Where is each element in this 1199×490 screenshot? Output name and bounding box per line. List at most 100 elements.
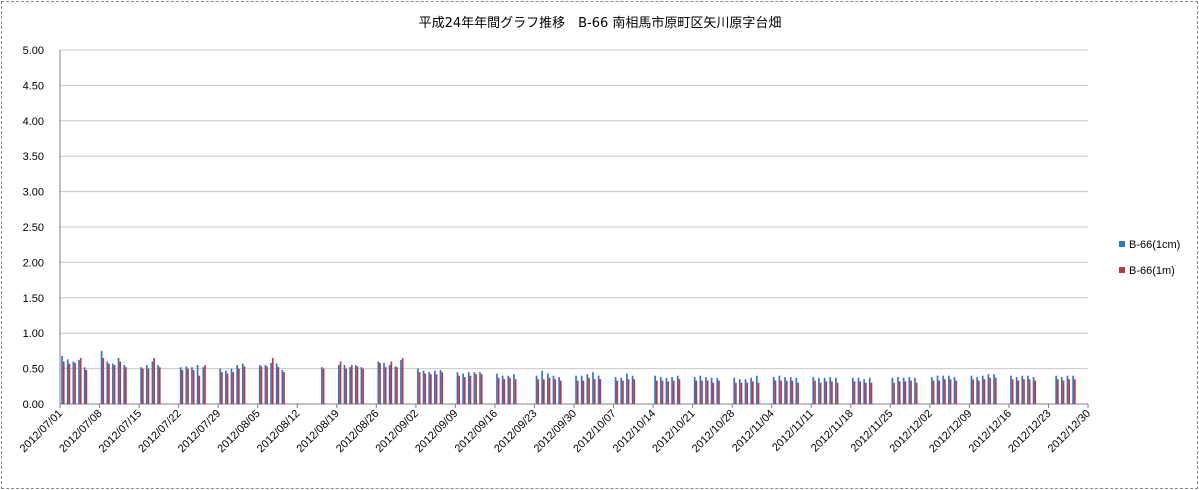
bar-1cm bbox=[456, 372, 459, 404]
bar-1m bbox=[780, 380, 782, 404]
bar-1m bbox=[627, 379, 630, 404]
bar-1cm bbox=[541, 370, 544, 404]
bar-1cm bbox=[693, 377, 696, 404]
bar-1m bbox=[226, 373, 229, 404]
bar-1m bbox=[102, 357, 105, 404]
bar-layer bbox=[61, 350, 1076, 404]
bar-1cm bbox=[614, 377, 617, 404]
bar-1cm bbox=[699, 375, 702, 404]
bar-1m bbox=[1028, 379, 1031, 404]
bar-1cm bbox=[1010, 375, 1012, 404]
bar-1cm bbox=[439, 370, 442, 404]
bar-1m bbox=[543, 379, 545, 404]
bar-1m bbox=[735, 382, 737, 404]
bar-1m bbox=[989, 377, 991, 404]
bar-1m bbox=[283, 372, 285, 404]
bar-1cm bbox=[225, 370, 227, 404]
bar-1m bbox=[740, 382, 743, 404]
bar-1m bbox=[672, 380, 675, 404]
bar-1m bbox=[181, 370, 184, 404]
bar-1cm bbox=[343, 365, 346, 404]
bar-1cm bbox=[1032, 377, 1035, 404]
bar-1cm bbox=[513, 374, 515, 404]
bar-1m bbox=[752, 381, 754, 404]
bar-1cm bbox=[750, 377, 753, 404]
legend-label: B-66(1m) bbox=[1129, 265, 1175, 277]
bar-1cm bbox=[1015, 377, 1018, 404]
bar-1m bbox=[62, 361, 65, 404]
bar-1cm bbox=[151, 361, 154, 404]
bar-1m bbox=[831, 381, 833, 404]
bar-1m bbox=[791, 380, 794, 404]
bar-1cm bbox=[710, 377, 713, 404]
bar-1m bbox=[893, 382, 895, 404]
bar-1cm bbox=[394, 366, 397, 404]
bar-1m bbox=[509, 377, 511, 404]
bar-1m bbox=[322, 368, 325, 404]
y-tick-label: 5.00 bbox=[23, 45, 44, 57]
bar-1cm bbox=[219, 368, 222, 404]
bar-1m bbox=[622, 380, 624, 404]
bar-1cm bbox=[507, 375, 510, 404]
bar-1m bbox=[125, 367, 127, 404]
bar-1cm bbox=[676, 375, 679, 404]
bar-1cm bbox=[626, 373, 628, 404]
bar-1cm bbox=[659, 377, 662, 404]
bar-1cm bbox=[552, 375, 555, 404]
bar-1m bbox=[938, 380, 941, 404]
bar-1cm bbox=[496, 373, 498, 404]
bar-1m bbox=[384, 367, 387, 404]
bar-1cm bbox=[417, 368, 419, 404]
bar-1cm bbox=[66, 359, 69, 404]
bar-1cm bbox=[755, 375, 758, 404]
bar-1cm bbox=[281, 370, 284, 404]
bar-1m bbox=[475, 374, 477, 404]
bar-1cm bbox=[778, 375, 781, 404]
bar-1m bbox=[441, 372, 444, 404]
bar-1cm bbox=[575, 375, 577, 404]
bar-1cm bbox=[705, 377, 707, 404]
bar-1m bbox=[1057, 379, 1059, 404]
bar-1m bbox=[1062, 380, 1065, 404]
y-tick-label: 4.00 bbox=[23, 116, 44, 128]
y-tick-label: 4.50 bbox=[23, 80, 44, 92]
bar-1m bbox=[85, 370, 88, 404]
bar-1cm bbox=[145, 365, 148, 404]
bar-1m bbox=[379, 362, 381, 404]
bar-1m bbox=[864, 382, 867, 404]
bar-1cm bbox=[908, 377, 911, 404]
bar-1m bbox=[977, 380, 980, 404]
bar-1m bbox=[401, 357, 404, 404]
bar-1cm bbox=[981, 375, 984, 404]
bar-1cm bbox=[739, 379, 741, 404]
bar-1m bbox=[362, 368, 364, 404]
bar-1cm bbox=[462, 373, 464, 404]
bar-1m bbox=[79, 357, 82, 404]
bar-1m bbox=[949, 379, 952, 404]
bar-1cm bbox=[733, 377, 736, 404]
bar-1cm bbox=[936, 375, 939, 404]
bar-1m bbox=[147, 368, 150, 404]
bar-1cm bbox=[795, 377, 798, 404]
bar-1cm bbox=[993, 374, 995, 404]
bar-1m bbox=[554, 379, 557, 404]
bar-1m bbox=[108, 363, 110, 404]
bar-1cm bbox=[987, 374, 990, 404]
bar-1m bbox=[221, 372, 223, 404]
bar-1m bbox=[814, 380, 816, 404]
bar-1cm bbox=[383, 362, 385, 404]
bar-1m bbox=[271, 357, 274, 404]
bar-1cm bbox=[631, 375, 634, 404]
bar-1cm bbox=[377, 361, 380, 404]
bar-1m bbox=[153, 357, 155, 404]
bar-1m bbox=[904, 381, 907, 404]
bar-1cm bbox=[236, 365, 239, 404]
bar-1m bbox=[593, 379, 596, 404]
bar-1m bbox=[503, 379, 506, 404]
bar-1m bbox=[390, 361, 393, 404]
bar-1cm bbox=[897, 377, 899, 404]
bar-1m bbox=[350, 365, 353, 404]
bar-1m bbox=[757, 382, 760, 404]
bar-1m bbox=[260, 366, 263, 404]
x-tick-label: 2012/10/28 bbox=[690, 408, 737, 455]
